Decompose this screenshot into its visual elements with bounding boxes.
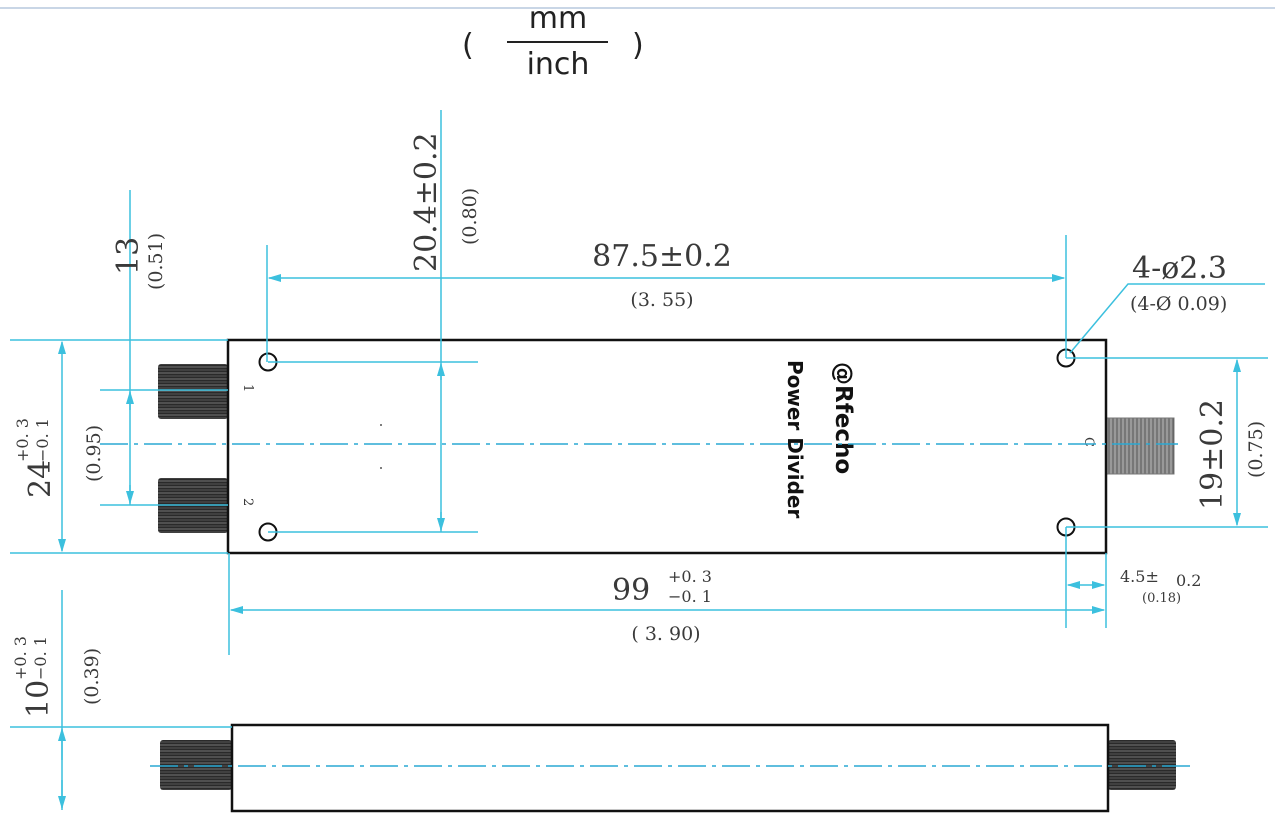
svg-text:inch: inch bbox=[527, 47, 590, 82]
svg-text:): ) bbox=[632, 28, 644, 63]
dim-holes-inch: (4-Ø 0.09) bbox=[1130, 293, 1227, 315]
port-label-2: 2 bbox=[240, 498, 255, 506]
dim-24-mm: 24 bbox=[23, 460, 58, 498]
dim-24-tol-plus: +0. 3 bbox=[13, 418, 32, 462]
connector-side-left bbox=[160, 740, 232, 790]
svg-text:(: ( bbox=[462, 28, 474, 63]
divider-body-side-view bbox=[230, 723, 1110, 813]
port-label-1: 1 bbox=[240, 384, 255, 392]
dim-4-5-mm: 4.5± bbox=[1120, 567, 1159, 586]
dim-24-inch: (0.95) bbox=[83, 425, 105, 482]
dim-10-tol-minus: −0. 1 bbox=[31, 636, 50, 680]
connector-port-c bbox=[1105, 417, 1175, 475]
dim-4-5-tol: 0.2 bbox=[1176, 571, 1201, 590]
dim-holes-mm: 4-ø2.3 bbox=[1132, 251, 1227, 286]
brand-logo: @Rfecho bbox=[830, 362, 856, 474]
dim-24-tol-minus: −0. 1 bbox=[33, 418, 52, 462]
dim-19-mm: 19±0.2 bbox=[1195, 399, 1230, 510]
dim-99-tol-plus: +0. 3 bbox=[668, 567, 712, 586]
dim-87-5-mm: 87.5±0.2 bbox=[592, 239, 732, 274]
dim-13-inch: (0.51) bbox=[145, 233, 167, 290]
product-name: Power Divider bbox=[783, 360, 807, 518]
connector-side-right bbox=[1108, 740, 1176, 790]
divider-body-top-view bbox=[226, 338, 1108, 555]
port-label-c: C bbox=[1081, 437, 1096, 447]
dim-99-mm: 99 bbox=[612, 573, 650, 608]
dim-20-4-inch: (0.80) bbox=[459, 188, 481, 245]
svg-text:mm: mm bbox=[529, 1, 587, 36]
dim-4-5-inch: (0.18) bbox=[1142, 591, 1181, 606]
dim-19-inch: (0.75) bbox=[1245, 421, 1267, 478]
connector-port-1 bbox=[158, 364, 228, 419]
dim-10-inch: (0.39) bbox=[81, 648, 103, 705]
dim-87-5-inch: (3. 55) bbox=[630, 289, 693, 311]
dim-99-tol-minus: −0. 1 bbox=[668, 587, 712, 606]
dim-99-inch: ( 3. 90) bbox=[631, 623, 700, 645]
dim-10-tol-plus: +0. 3 bbox=[11, 636, 30, 680]
dim-20-4-mm: 20.4±0.2 bbox=[409, 132, 444, 272]
dim-13-mm: 13 bbox=[111, 237, 146, 275]
dim-10-mm: 10 bbox=[21, 680, 56, 718]
unit-legend: ( mm inch ) bbox=[462, 1, 644, 82]
